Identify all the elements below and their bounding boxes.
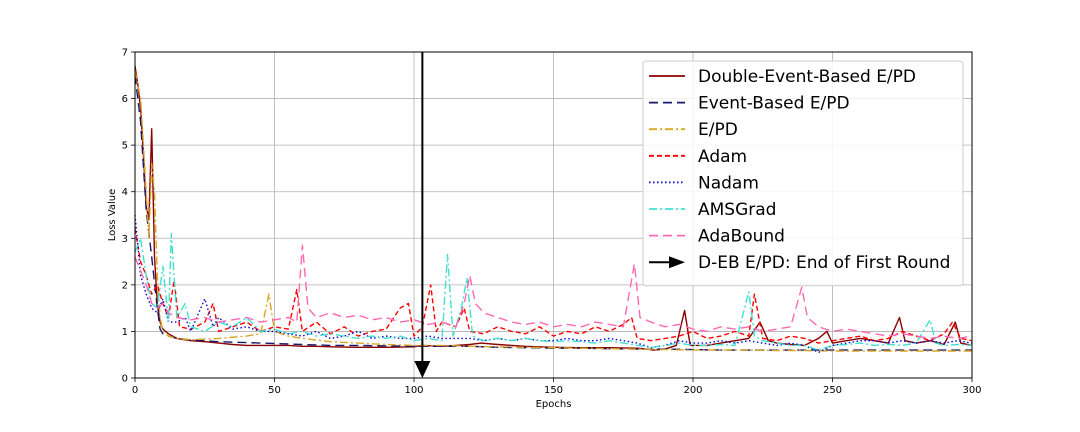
series-line-0 bbox=[134, 65, 973, 351]
series-line-2 bbox=[134, 70, 972, 352]
legend-label-annotation: D-EB E/PD: End of First Round bbox=[698, 253, 950, 273]
y-tick-label: 5 bbox=[122, 141, 128, 152]
y-axis-label: Loss Value bbox=[107, 189, 118, 242]
x-tick-label: 250 bbox=[823, 385, 842, 396]
x-axis-label: Epochs bbox=[536, 399, 572, 410]
legend: Double-Event-Based E/PD Event-Based E/PD E… bbox=[642, 60, 964, 287]
y-tick-label: 0 bbox=[122, 374, 128, 385]
legend-label-5: AMSGrad bbox=[698, 200, 776, 220]
legend-label-1: Event-Based E/PD bbox=[698, 94, 850, 114]
legend-swatch-annotation-head bbox=[669, 256, 685, 269]
y-tick-label: 6 bbox=[122, 94, 128, 105]
axis-ticks: 0 50 100 150 200 250 300 0 1 2 3 4 5 6 7 bbox=[122, 48, 982, 397]
y-tick-label: 7 bbox=[122, 48, 128, 59]
series-line-5 bbox=[134, 232, 973, 351]
annotation-layer bbox=[414, 52, 431, 378]
series-line-6 bbox=[134, 244, 973, 340]
legend-label-4: Nadam bbox=[698, 173, 759, 193]
legend-box bbox=[642, 60, 964, 287]
x-tick-label: 50 bbox=[268, 385, 281, 396]
y-tick-label: 4 bbox=[122, 187, 128, 198]
y-tick-label: 2 bbox=[122, 280, 128, 291]
legend-label-2: E/PD bbox=[698, 120, 738, 140]
legend-label-6: AdaBound bbox=[698, 227, 785, 247]
legend-label-0: Double-Event-Based E/PD bbox=[698, 67, 916, 87]
x-tick-label: 300 bbox=[962, 385, 981, 396]
x-tick-label: 150 bbox=[544, 385, 563, 396]
x-tick-label: 100 bbox=[404, 385, 423, 396]
y-tick-label: 3 bbox=[122, 234, 128, 245]
series-layer bbox=[134, 65, 973, 354]
y-tick-label: 1 bbox=[122, 327, 128, 338]
x-tick-label: 200 bbox=[683, 385, 702, 396]
legend-label-3: Adam bbox=[698, 147, 747, 167]
x-tick-label: 0 bbox=[132, 385, 138, 396]
annotation-arrow-head bbox=[414, 361, 431, 378]
